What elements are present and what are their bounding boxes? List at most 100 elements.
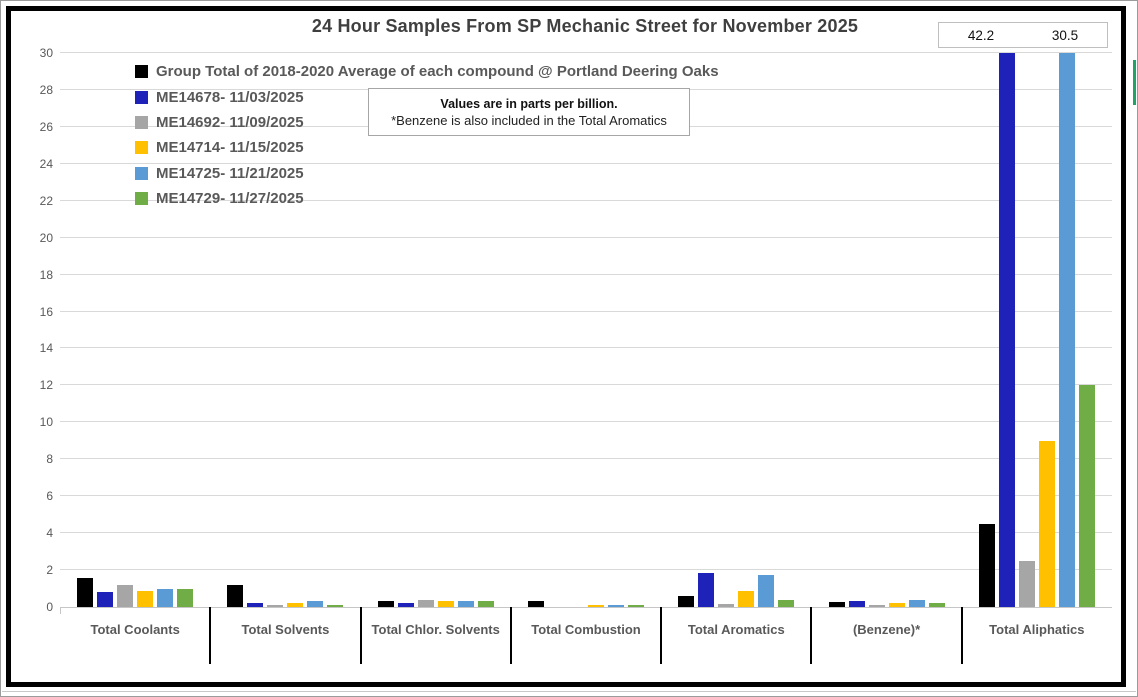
legend-item-0: Group Total of 2018-2020 Average of each… <box>135 59 719 84</box>
category-label-6: Total Aliphatics <box>989 621 1085 637</box>
gridline-8 <box>60 458 1112 460</box>
bar-series0-cat4 <box>678 595 695 607</box>
bar-group-3 <box>511 53 661 607</box>
excel-edge-artifact <box>1133 60 1136 105</box>
bar-series5-cat6 <box>1078 385 1095 607</box>
bar-series2-cat2 <box>417 599 434 607</box>
gridline-12 <box>60 384 1112 386</box>
note-box: Values are in parts per billion. *Benzen… <box>368 88 690 136</box>
category-label-5: (Benzene)* <box>852 621 921 637</box>
bar-series5-cat0 <box>177 589 194 607</box>
legend-label: ME14678- 11/03/2025 <box>156 88 304 106</box>
bar-group-4 <box>661 53 811 607</box>
legend-item-4: ME14725- 11/21/2025 <box>135 161 719 186</box>
bar-series1-cat2 <box>397 603 414 607</box>
bar-series4-cat4 <box>758 574 775 607</box>
bar-group-1 <box>210 53 360 607</box>
bar-series4-cat2 <box>457 600 474 607</box>
bar-series1-cat1 <box>247 603 264 607</box>
bar-series1-cat4 <box>698 572 715 607</box>
note-line-2: *Benzene is also included in the Total A… <box>391 112 667 128</box>
bar-series3-cat3 <box>587 605 604 607</box>
bar-series3-cat4 <box>738 591 755 607</box>
clipped-value-1: 42.2 <box>967 27 995 43</box>
y-tick-label-2: 2 <box>46 563 53 578</box>
y-tick-label-26: 26 <box>39 119 53 134</box>
bar-series4-cat6 <box>1058 53 1075 607</box>
y-tick-label-14: 14 <box>39 341 53 356</box>
bar-series4-cat1 <box>307 600 324 607</box>
bar-group-6 <box>962 53 1112 607</box>
chart-legend: Group Total of 2018-2020 Average of each… <box>135 59 719 211</box>
x-axis-first-tick <box>60 607 61 614</box>
gridline-24 <box>60 162 1112 164</box>
bar-series2-cat4 <box>718 604 735 607</box>
bar-series3-cat1 <box>287 603 304 607</box>
bar-series2-cat6 <box>1018 560 1035 607</box>
legend-swatch-icon <box>135 115 148 129</box>
y-tick-label-28: 28 <box>39 82 53 97</box>
bar-series4-cat0 <box>157 589 174 607</box>
y-tick-label-0: 0 <box>46 600 53 614</box>
y-tick-label-16: 16 <box>39 304 53 319</box>
category-separator-6 <box>960 607 963 664</box>
bar-series3-cat2 <box>437 600 454 607</box>
bar-group-2 <box>361 53 511 607</box>
gridline-10 <box>60 421 1112 423</box>
gridline-14 <box>60 347 1112 349</box>
bar-series0-cat5 <box>828 602 845 607</box>
bottom-gridline-artifact <box>2 691 1136 692</box>
legend-label: ME14729- 11/27/2025 <box>156 190 304 208</box>
legend-label: ME14692- 11/09/2025 <box>156 113 304 131</box>
category-label-1: Total Solvents <box>241 621 330 637</box>
category-label-4: Total Aromatics <box>687 621 785 637</box>
category-separator-4 <box>660 607 663 664</box>
bar-series5-cat2 <box>477 601 494 607</box>
bar-series5-cat1 <box>327 605 344 607</box>
legend-swatch-icon <box>135 65 148 79</box>
category-label-3: Total Combustion <box>531 621 641 637</box>
category-label-0: Total Coolants <box>90 621 180 637</box>
legend-label: ME14714- 11/15/2025 <box>156 139 304 157</box>
legend-swatch-icon <box>135 90 148 104</box>
bar-series3-cat6 <box>1038 440 1055 607</box>
gridline-2 <box>60 569 1112 571</box>
legend-swatch-icon <box>135 141 148 155</box>
bar-series0-cat1 <box>227 584 244 607</box>
legend-swatch-icon <box>135 166 148 180</box>
legend-label: ME14725- 11/21/2025 <box>156 164 304 182</box>
category-separator-2 <box>359 607 362 664</box>
bar-series3-cat0 <box>137 591 154 607</box>
y-tick-label-12: 12 <box>39 378 53 393</box>
gridline-30 <box>60 52 1112 53</box>
gridline-4 <box>60 532 1112 534</box>
y-tick-label-18: 18 <box>39 267 53 282</box>
category-separator-1 <box>209 607 212 664</box>
bar-series0-cat3 <box>527 601 544 607</box>
clipped-values-box: 42.2 30.5 <box>938 22 1108 48</box>
gridline-20 <box>60 236 1112 238</box>
note-line-1: Values are in parts per billion. <box>440 96 618 111</box>
bar-series5-cat3 <box>627 605 644 607</box>
y-tick-label-4: 4 <box>46 526 53 541</box>
legend-swatch-icon <box>135 192 148 206</box>
y-tick-label-20: 20 <box>39 230 53 245</box>
category-separator-3 <box>509 607 512 664</box>
bar-series5-cat4 <box>778 599 795 607</box>
bar-series0-cat6 <box>978 523 995 607</box>
y-tick-label-6: 6 <box>46 489 53 504</box>
bar-series2-cat0 <box>117 584 134 607</box>
y-tick-label-8: 8 <box>46 452 53 467</box>
bar-series4-cat5 <box>908 599 925 607</box>
y-tick-label-24: 24 <box>39 156 53 171</box>
bar-group-5 <box>811 53 961 607</box>
bar-series1-cat5 <box>848 600 865 607</box>
bar-series1-cat6 <box>998 53 1015 607</box>
bar-series0-cat2 <box>377 600 394 607</box>
gridline-22 <box>60 199 1112 201</box>
legend-item-1: ME14678- 11/03/2025 <box>135 84 719 109</box>
bar-series0-cat0 <box>77 578 94 607</box>
x-axis-line <box>60 607 1112 608</box>
y-tick-label-30: 30 <box>39 46 53 60</box>
clipped-value-2: 30.5 <box>1051 27 1079 43</box>
